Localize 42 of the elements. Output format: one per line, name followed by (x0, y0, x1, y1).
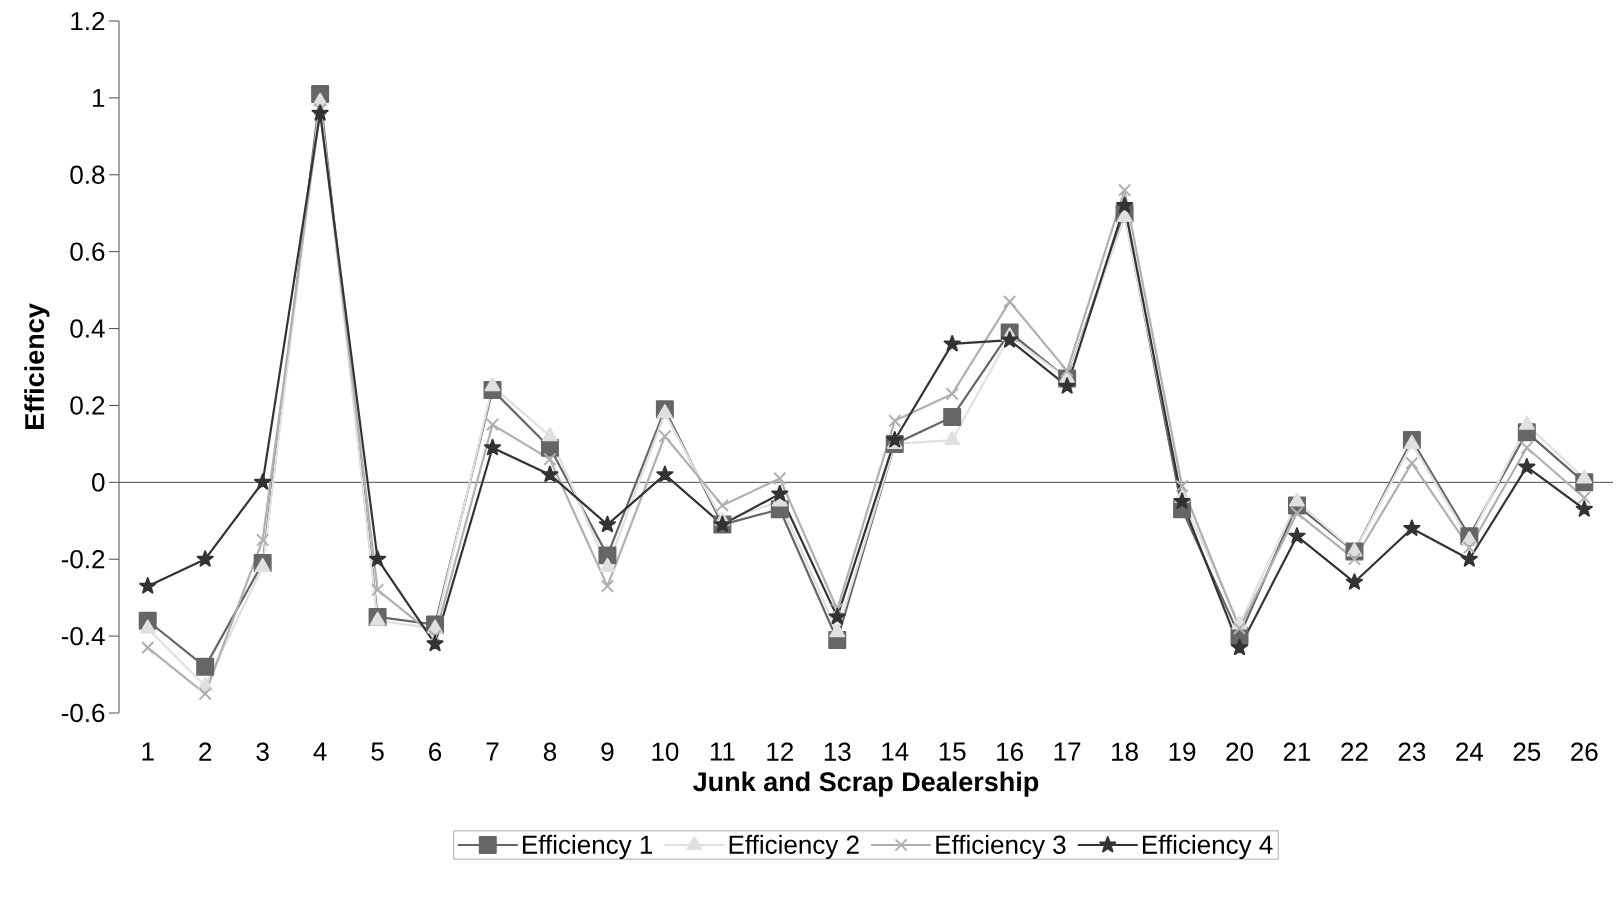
y-tick-label: 1.2 (71, 11, 105, 31)
x-tick-label: 5 (371, 742, 384, 761)
y-axis-title: Efficiency (24, 303, 50, 429)
legend-label: Efficiency 1 (523, 834, 653, 860)
x-tick-label: 6 (429, 742, 442, 761)
legend-label: Efficiency 2 (729, 834, 859, 860)
x-tick-label: 20 (1226, 742, 1253, 761)
x-tick-label: 9 (601, 742, 614, 761)
x-tick-label: 24 (1456, 742, 1484, 761)
y-tick-label: 1 (93, 88, 105, 107)
x-tick-label: 16 (997, 742, 1023, 761)
x-tick-label: 12 (767, 742, 793, 761)
y-tick-label: 0.4 (70, 319, 105, 338)
x-tick-label: 22 (1341, 742, 1368, 761)
x-tick-label: 3 (256, 742, 269, 761)
x-tick-label: 26 (1571, 742, 1598, 761)
x-tick-label: 11 (710, 742, 735, 761)
x-tick-label: 15 (939, 742, 966, 761)
y-tick-label: 0.2 (70, 396, 105, 415)
x-tick-label: 17 (1054, 742, 1081, 761)
y-tick-label: -0.6 (61, 703, 105, 723)
legend-label: Efficiency 4 (1142, 834, 1273, 860)
x-tick-label: 7 (486, 742, 499, 761)
y-tick-label: 0.6 (70, 242, 105, 261)
x-tick-label: 1 (142, 742, 154, 761)
x-tick-label: 25 (1513, 742, 1541, 761)
x-tick-label: 23 (1398, 742, 1426, 761)
x-tick-label: 10 (652, 742, 679, 761)
x-tick-label: 13 (824, 742, 851, 761)
y-tick-label: 0.8 (70, 165, 105, 184)
y-tick-label: 0 (92, 473, 105, 492)
x-tick-label: 14 (882, 742, 909, 761)
y-tick-label: -0.4 (61, 626, 105, 646)
legend-label: Efficiency 3 (936, 834, 1066, 860)
x-tick-label: 2 (199, 742, 212, 761)
x-axis-title: Junk and Scrap Dealership (693, 771, 1039, 797)
x-tick-label: 19 (1169, 742, 1196, 761)
x-tick-label: 8 (543, 742, 557, 761)
y-tick-label: -0.2 (61, 550, 105, 569)
x-tick-label: 4 (313, 742, 327, 761)
x-tick-label: 21 (1283, 742, 1311, 761)
x-tick-label: 18 (1112, 742, 1138, 761)
